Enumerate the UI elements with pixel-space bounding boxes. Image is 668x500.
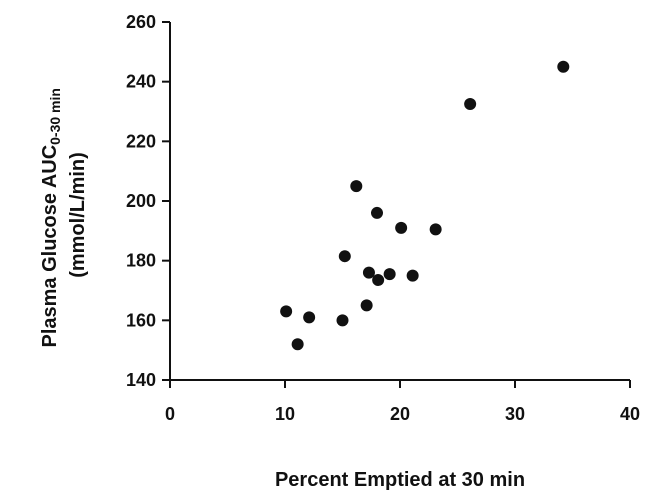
data-point	[395, 221, 408, 234]
data-point	[362, 266, 375, 279]
data-point	[557, 60, 570, 73]
data-point	[336, 314, 349, 327]
y-tick-label: 220	[126, 131, 156, 151]
data-point	[350, 180, 363, 193]
y-axis-title: Plasma Glucose AUC0-30 min (mmol/L/min)	[39, 82, 89, 347]
data-point	[383, 268, 396, 281]
data-point	[406, 269, 419, 282]
y-tick-label: 160	[126, 310, 156, 330]
x-tick-label: 40	[620, 404, 640, 424]
x-tick-label: 30	[505, 404, 525, 424]
y-axis-ticks: 140 160 180 200 220 240 260	[126, 12, 170, 390]
y-axis-title-main: Plasma Glucose AUC	[39, 145, 61, 348]
data-point	[360, 299, 373, 312]
data-point	[371, 206, 383, 219]
y-axis-title-line2: (mmol/L/min)	[67, 152, 89, 278]
data-point	[464, 98, 477, 111]
plot-area: 140 160 180 200 220 240 260 0 10 20 30 40	[126, 12, 640, 424]
data-point	[303, 311, 316, 324]
y-axis-title-line1: Plasma Glucose AUC0-30 min	[39, 82, 65, 347]
x-axis-ticks: 0 10 20 30 40	[165, 380, 640, 424]
data-point	[372, 274, 385, 287]
y-axis-title-subscript: 0-30 min	[47, 88, 63, 145]
data-point	[429, 223, 442, 236]
x-tick-label: 20	[390, 404, 410, 424]
data-point	[280, 305, 293, 318]
x-axis-title: Percent Emptied at 30 min	[275, 469, 525, 491]
y-tick-label: 180	[126, 251, 156, 271]
x-tick-label: 0	[165, 404, 175, 424]
data-points	[280, 60, 570, 351]
data-point	[291, 338, 304, 351]
data-point	[338, 250, 351, 263]
y-tick-label: 240	[126, 72, 156, 92]
x-tick-label: 10	[275, 404, 295, 424]
y-tick-label: 260	[126, 12, 156, 32]
y-tick-label: 140	[126, 370, 156, 390]
y-tick-label: 200	[126, 191, 156, 211]
